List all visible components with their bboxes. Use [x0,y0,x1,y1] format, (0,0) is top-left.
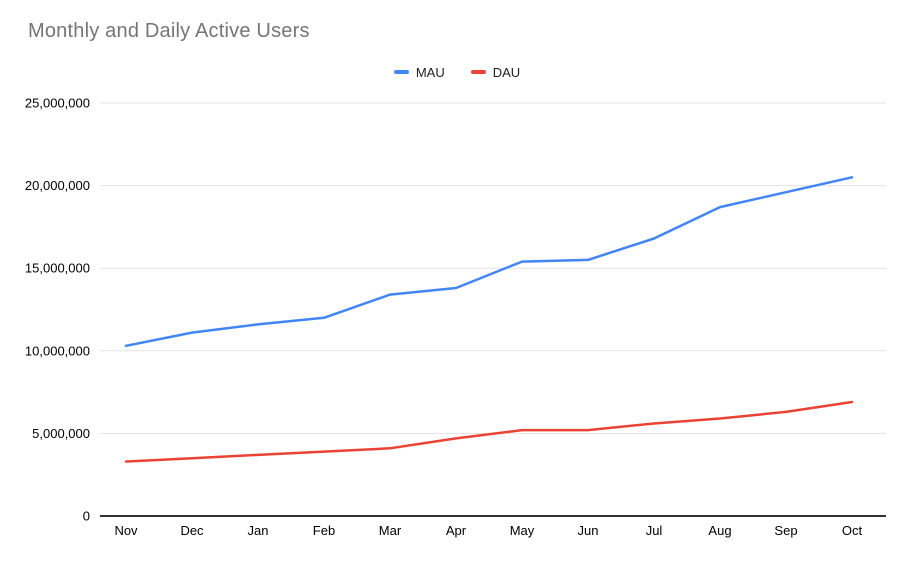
x-axis-tick-label: Feb [313,523,335,538]
x-axis-tick-label: Dec [180,523,204,538]
y-axis-tick-label: 25,000,000 [25,96,90,111]
x-axis-tick-label: Sep [774,523,797,538]
legend-item-mau[interactable]: MAU [393,64,445,80]
x-axis-tick-label: Jan [248,523,269,538]
y-axis-tick-label: 10,000,000 [25,343,90,358]
x-axis-tick-label: May [510,523,535,538]
y-axis-tick-label: 5,000,000 [32,426,90,441]
mau-legend-label: MAU [415,64,445,80]
y-axis-tick-label: 15,000,000 [25,261,90,276]
x-axis-tick-label: Apr [446,523,467,538]
x-axis-tick-label: Aug [708,523,731,538]
dau-legend-label: DAU [492,64,521,80]
legend-item-dau[interactable]: DAU [470,64,521,80]
dau-series-line[interactable] [124,400,854,463]
x-axis-tick-label: Jul [646,523,663,538]
x-axis-tick-label: Oct [842,523,863,538]
mau-series-line[interactable] [124,176,854,348]
x-axis-tick-label: Mar [379,523,402,538]
y-axis-tick-label: 20,000,000 [25,178,90,193]
legend: MAU DAU [0,64,914,80]
chart-title: Monthly and Daily Active Users [28,20,310,42]
dau-series-swatch-icon [470,70,486,74]
x-axis-tick-label: Jun [578,523,599,538]
mau-series-swatch-icon [393,70,409,74]
y-axis-tick-label: 0 [83,509,90,524]
x-axis-tick-label: Nov [114,523,138,538]
